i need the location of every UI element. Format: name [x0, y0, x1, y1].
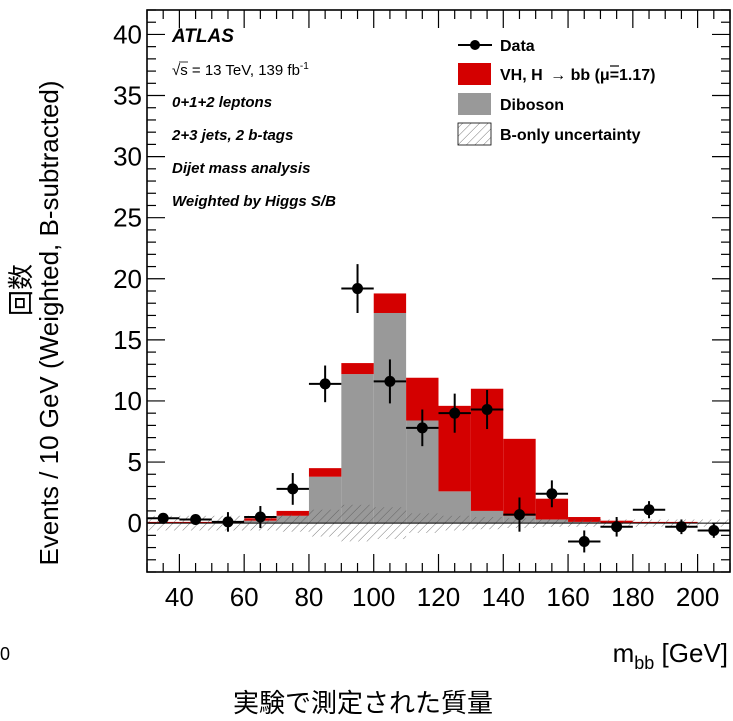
signal-bar	[535, 498, 569, 520]
legend-item-signal: VH, H → bb (μ=1.17)	[458, 63, 656, 85]
data-point	[449, 407, 461, 419]
x-tick-label: 200	[676, 582, 719, 612]
data-point	[222, 516, 234, 528]
leptons-label: 0+1+2 leptons	[172, 94, 272, 111]
y-tick-label: 10	[113, 386, 142, 416]
x-tick-label: 100	[352, 582, 395, 612]
data-point	[481, 404, 493, 416]
stray-zero-label: 0	[0, 644, 10, 664]
data-point	[675, 521, 687, 533]
analysis-label: Dijet mass analysis	[172, 160, 310, 177]
legend-signal-label: VH, H → bb (μ=1.17)	[500, 67, 656, 84]
legend-item-data: Data	[458, 38, 535, 55]
axis-ticks	[146, 9, 731, 573]
legend-data-label: Data	[500, 38, 535, 55]
legend-diboson-label: Diboson	[500, 97, 564, 114]
legend-item-uncertainty: B-only uncertainty	[457, 122, 641, 146]
data-points	[147, 264, 730, 553]
data-point	[254, 511, 266, 523]
signal-bar	[308, 468, 342, 477]
energy-label: √s = 13 TeV, 139 fb-1	[172, 61, 309, 79]
data-point	[416, 422, 428, 434]
data-point	[319, 378, 331, 390]
data-point	[352, 283, 364, 295]
legend-uncertainty-swatch	[457, 122, 492, 146]
signal-bar	[373, 293, 407, 313]
atlas-label: ATLAS	[171, 26, 234, 47]
y-tick-label: 5	[128, 447, 142, 477]
legend-uncertainty-label: B-only uncertainty	[500, 127, 641, 144]
y-tick-label: 25	[113, 203, 142, 233]
y-tick-labels: 0 5 10 15 20 25 30 35 40	[113, 19, 142, 538]
legend-data-marker	[470, 40, 480, 50]
legend-diboson-swatch	[458, 93, 491, 115]
x-tick-label: 80	[294, 582, 323, 612]
y-tick-label: 35	[113, 81, 142, 111]
legend-item-diboson: Diboson	[458, 93, 564, 115]
x-tick-labels: 40 60 80 100 120 140 160 180 200	[165, 582, 719, 612]
x-axis-title-ja: 実験で測定された質量	[233, 689, 493, 719]
y-tick-label: 30	[113, 142, 142, 172]
x-tick-label: 180	[611, 582, 654, 612]
x-tick-label: 40	[165, 582, 194, 612]
data-point	[708, 524, 720, 536]
data-point	[643, 504, 655, 516]
data-point	[546, 488, 558, 500]
y-axis-title-ja: 回数	[7, 264, 37, 316]
signal-bar	[341, 363, 374, 375]
data-point	[384, 375, 396, 387]
y-axis-title: Events / 10 GeV (Weighted, B-subtracted)	[34, 80, 64, 565]
data-point	[287, 483, 299, 495]
diboson-bar	[341, 374, 374, 524]
data-point	[513, 509, 525, 521]
x-tick-label: 140	[482, 582, 525, 612]
y-tick-label: 15	[113, 325, 142, 355]
x-tick-label: 60	[230, 582, 259, 612]
legend-signal-swatch	[458, 63, 491, 85]
x-tick-label: 160	[546, 582, 589, 612]
data-point	[157, 512, 169, 524]
data-point	[611, 521, 623, 533]
y-tick-label: 0	[128, 508, 142, 538]
signal-bar	[276, 510, 309, 516]
weighting-label: Weighted by Higgs S/B	[172, 193, 336, 210]
jets-label: 2+3 jets, 2 b-tags	[171, 127, 293, 144]
data-point	[190, 513, 202, 525]
diboson-bar	[373, 312, 407, 524]
data-point	[578, 535, 590, 547]
legend: Data VH, H → bb (μ=1.17) Diboson B-only …	[457, 38, 656, 146]
y-tick-label: 20	[113, 264, 142, 294]
y-tick-label: 40	[113, 19, 142, 49]
x-axis-title: mbb [GeV]	[613, 638, 728, 673]
x-tick-label: 120	[417, 582, 460, 612]
